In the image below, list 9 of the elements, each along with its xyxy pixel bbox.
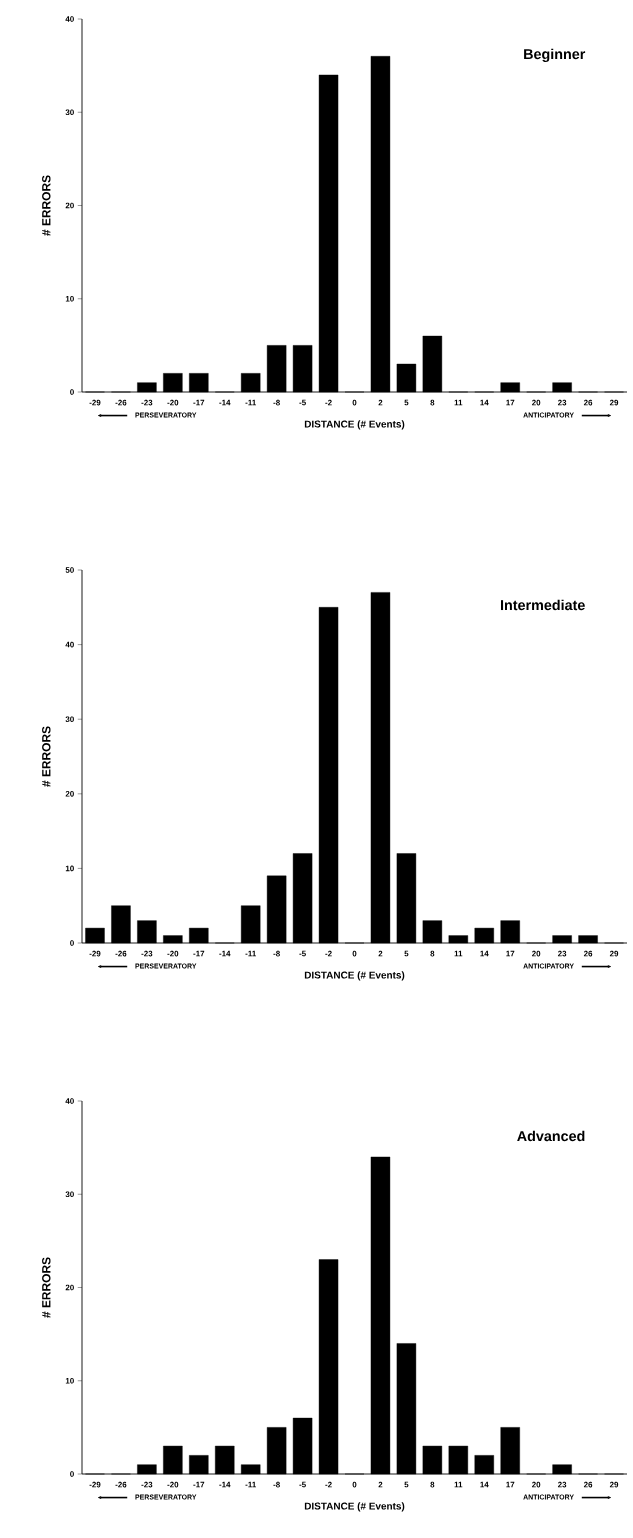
text: Intermediate (500, 599, 585, 611)
text: Advanced (517, 1130, 585, 1142)
y-axis-title: # ERRORS (42, 726, 51, 787)
x-axis-title: DISTANCE (# Events) (304, 971, 405, 981)
x-axis-title: DISTANCE (# Events) (304, 420, 405, 430)
y-axis-title: # ERRORS (42, 1257, 51, 1318)
x-axis-title: DISTANCE (# Events) (304, 1502, 405, 1512)
text: Beginner (524, 48, 586, 63)
y-axis-title: # ERRORS (42, 175, 51, 236)
